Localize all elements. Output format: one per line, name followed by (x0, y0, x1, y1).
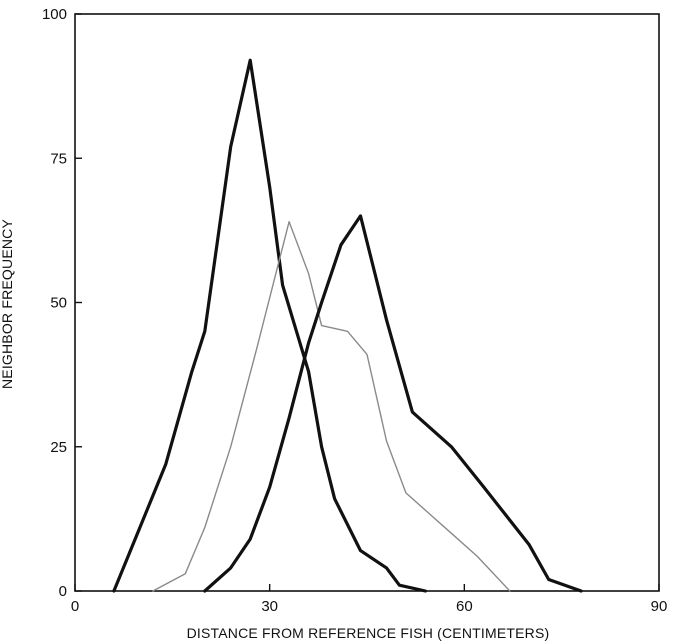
y-axis-title: NEIGHBOR FREQUENCY (0, 219, 15, 390)
series-line-2 (152, 221, 511, 592)
y-tick-label: 0 (59, 583, 67, 600)
y-tick-label: 100 (42, 6, 67, 23)
y-tick-label: 25 (50, 439, 67, 456)
x-tick-label: 0 (71, 598, 79, 615)
series-layer (112, 58, 583, 593)
series-line-1 (112, 58, 427, 593)
x-axis-title: DISTANCE FROM REFERENCE FISH (CENTIMETER… (187, 625, 550, 641)
x-tick-label: 90 (651, 598, 668, 615)
series-line-3 (203, 214, 583, 593)
x-tick-label: 60 (456, 598, 473, 615)
x-tick-label: 30 (261, 598, 278, 615)
plot-area-border (74, 13, 660, 592)
y-tick-label: 75 (50, 150, 67, 167)
plot-frame (74, 13, 660, 592)
ticks-layer: 0 30 60 90 0 25 50 75 100 (42, 6, 667, 615)
y-tick-label: 50 (50, 295, 67, 312)
